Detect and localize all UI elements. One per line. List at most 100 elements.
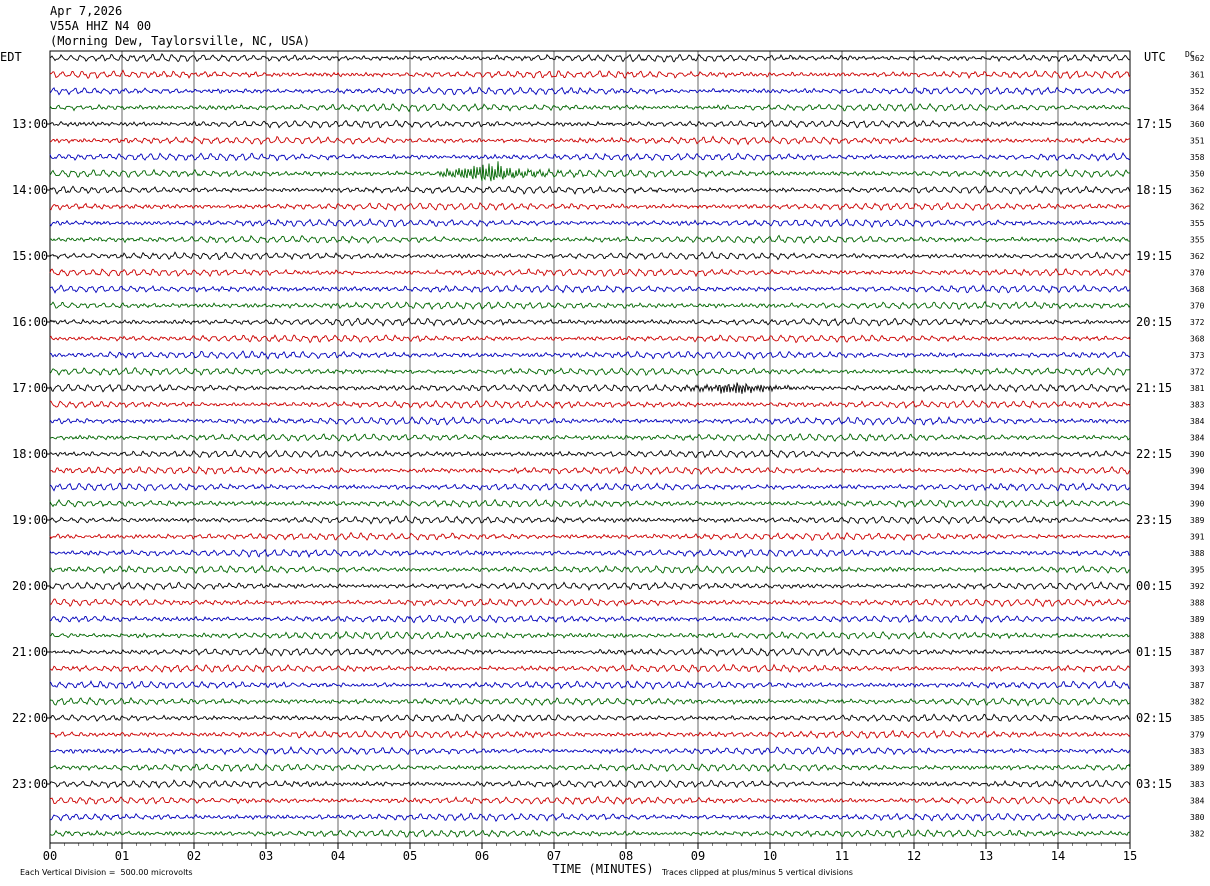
edt-hour-label: 21:00 xyxy=(12,645,48,659)
utc-hour-label: 03:15 xyxy=(1136,777,1172,791)
dc-offset-label: 390 xyxy=(1190,500,1205,509)
dc-offset-label: 380 xyxy=(1190,813,1205,822)
trace-line xyxy=(49,399,1131,409)
trace-line xyxy=(49,202,1131,212)
edt-hour-label: 20:00 xyxy=(12,579,48,593)
dc-offset-label: 370 xyxy=(1190,302,1205,311)
trace-line xyxy=(49,449,1131,459)
dc-offset-label: 388 xyxy=(1190,599,1205,608)
dc-offset-label: 387 xyxy=(1190,648,1205,657)
x-tick-label: 06 xyxy=(475,849,489,863)
dc-offset-label: 362 xyxy=(1190,54,1205,63)
x-tick-label: 14 xyxy=(1051,849,1065,863)
trace-line xyxy=(49,268,1131,278)
vertical-division-note: Each Vertical Division = 500.00 microvol… xyxy=(20,868,193,877)
trace-line xyxy=(49,119,1131,129)
utc-hour-label: 23:15 xyxy=(1136,513,1172,527)
x-tick-label: 05 xyxy=(403,849,417,863)
dc-header-label: DC xyxy=(1185,50,1195,59)
dc-offset-label: 387 xyxy=(1190,681,1205,690)
trace-line xyxy=(49,284,1131,294)
edt-hour-label: 22:00 xyxy=(12,711,48,725)
dc-offset-label: 355 xyxy=(1190,219,1205,228)
dc-offset-label: 372 xyxy=(1190,318,1205,327)
utc-hour-label: 22:15 xyxy=(1136,447,1172,461)
plot-frame xyxy=(49,50,1131,844)
dc-offset-label: 361 xyxy=(1190,71,1205,80)
utc-axis-label: UTC xyxy=(1144,50,1166,64)
dc-offset-label: 384 xyxy=(1190,417,1205,426)
trace-line xyxy=(49,745,1131,756)
utc-hour-label: 01:15 xyxy=(1136,645,1172,659)
edt-hour-label: 14:00 xyxy=(12,183,48,197)
trace-line xyxy=(49,729,1131,739)
trace-line xyxy=(49,630,1131,641)
trace-line xyxy=(49,482,1131,492)
x-tick-label: 07 xyxy=(547,849,561,863)
dc-offset-label: 360 xyxy=(1190,120,1205,129)
dc-offset-label: 351 xyxy=(1190,137,1205,146)
trace-line xyxy=(49,663,1131,674)
dc-offset-label: 355 xyxy=(1190,236,1205,245)
trace-line xyxy=(49,795,1131,806)
trace-line xyxy=(50,135,1131,146)
dc-offset-label: 388 xyxy=(1190,549,1205,558)
trace-line xyxy=(49,53,1131,63)
trace-line xyxy=(49,515,1131,525)
x-tick-label: 03 xyxy=(259,849,273,863)
x-axis-title: TIME (MINUTES) xyxy=(552,862,653,876)
dc-offset-label: 379 xyxy=(1190,731,1205,740)
trace-line xyxy=(49,415,1131,426)
trace-line xyxy=(49,69,1131,80)
edt-hour-label: 16:00 xyxy=(12,315,48,329)
dc-offset-label: 350 xyxy=(1190,170,1205,179)
trace-line xyxy=(49,498,1131,509)
x-tick-label: 15 xyxy=(1123,849,1137,863)
axis-labels: 00 01 02 03 04 05 06 07 08 09 10 11 12 13 14 15 362 361 35… xyxy=(0,50,1205,876)
seismic-traces xyxy=(49,53,1131,838)
trace-line xyxy=(49,184,1131,195)
dc-offset-label: 358 xyxy=(1190,153,1205,162)
trace-line xyxy=(50,234,1131,245)
x-tick-label: 11 xyxy=(835,849,849,863)
clipping-note: Traces clipped at plus/minus 5 vertical … xyxy=(662,868,853,877)
trace-line xyxy=(49,382,1131,394)
dc-offset-label: 390 xyxy=(1190,467,1205,476)
trace-line xyxy=(49,531,1131,541)
dc-offset-label: 368 xyxy=(1190,285,1205,294)
x-tick-label: 10 xyxy=(763,849,777,863)
x-tick-label: 12 xyxy=(907,849,921,863)
trace-line xyxy=(49,696,1131,707)
plot-date: Apr 7,2026 xyxy=(50,4,123,18)
dc-offset-label: 389 xyxy=(1190,764,1205,773)
trace-line xyxy=(49,812,1131,822)
trace-line xyxy=(50,614,1131,624)
dc-offset-label: 383 xyxy=(1190,780,1205,789)
utc-hour-label: 19:15 xyxy=(1136,249,1172,263)
grid-lines xyxy=(46,50,1131,849)
edt-hour-label: 15:00 xyxy=(12,249,48,263)
dc-offset-label: 392 xyxy=(1190,582,1205,591)
trace-line xyxy=(49,763,1131,773)
trace-line xyxy=(49,161,1131,182)
dc-offset-label: 393 xyxy=(1190,665,1205,674)
x-tick-label: 04 xyxy=(331,849,345,863)
dc-offset-label: 389 xyxy=(1190,615,1205,624)
utc-hour-label: 17:15 xyxy=(1136,117,1172,131)
dc-offset-label: 384 xyxy=(1190,434,1205,443)
dc-offset-label: 382 xyxy=(1190,698,1205,707)
trace-line xyxy=(50,350,1131,360)
x-tick-label: 01 xyxy=(115,849,129,863)
edt-hour-label: 19:00 xyxy=(12,513,48,527)
trace-line xyxy=(49,581,1131,592)
dc-offset-label: 373 xyxy=(1190,351,1205,360)
trace-line xyxy=(49,548,1131,559)
trace-line xyxy=(49,86,1131,96)
trace-line xyxy=(49,465,1131,476)
dc-offset-label: 370 xyxy=(1190,269,1205,278)
dc-offset-label: 372 xyxy=(1190,368,1205,377)
dc-offset-label: 362 xyxy=(1190,252,1205,261)
trace-line xyxy=(49,334,1131,344)
x-tick-label: 00 xyxy=(43,849,57,863)
